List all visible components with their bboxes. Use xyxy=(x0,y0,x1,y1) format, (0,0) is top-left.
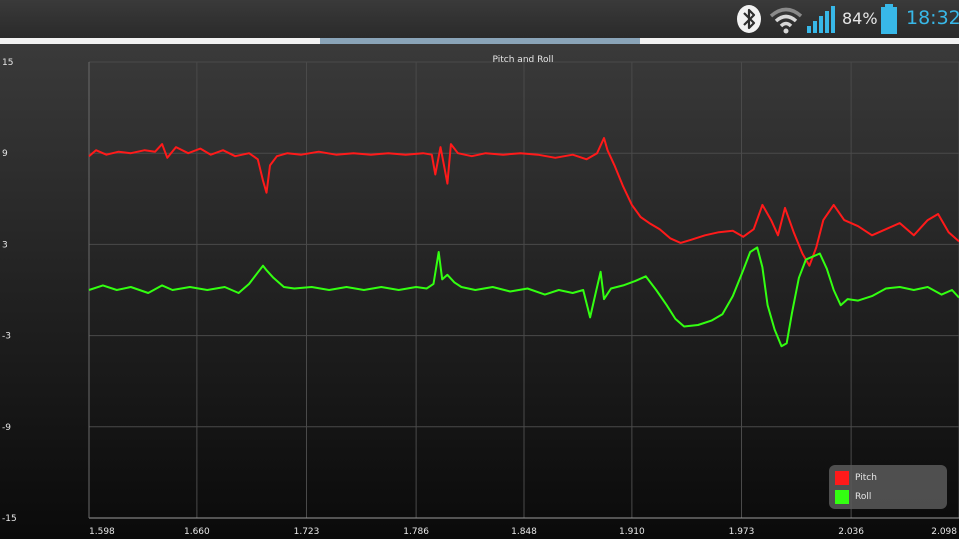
x-tick-label: 1.910 xyxy=(619,527,645,537)
status-bar: 84% 18:32 xyxy=(0,0,959,38)
pitch-roll-chart[interactable]: 1.598 1.660 1.723 1.786 1.848 1.910 1.973 2.036… xyxy=(0,44,959,539)
signal-icon xyxy=(807,6,835,33)
chart-series xyxy=(88,137,959,348)
legend-swatch-roll xyxy=(835,490,849,504)
x-tick-label: 1.973 xyxy=(729,527,755,537)
x-tick-label: 1.786 xyxy=(403,527,429,537)
chart-area: 1.598 1.660 1.723 1.786 1.848 1.910 1.973 2.036… xyxy=(0,44,959,539)
y-tick-label: 15 xyxy=(2,58,13,68)
x-tick-label: 1.598 xyxy=(89,527,115,537)
chart-title: Pitch and Roll xyxy=(493,55,554,65)
x-tick-label: 1.848 xyxy=(511,527,537,537)
scroll-strip xyxy=(0,38,959,44)
wifi-icon xyxy=(769,7,803,34)
y-tick-label: -3 xyxy=(2,332,11,342)
chart-legend: Pitch Roll xyxy=(829,465,947,509)
bluetooth-icon xyxy=(737,5,761,33)
legend-swatch-pitch xyxy=(835,471,849,485)
legend-label-roll: Roll xyxy=(855,492,872,502)
legend-item-roll: Roll xyxy=(835,489,871,505)
x-tick-label: 1.660 xyxy=(184,527,210,537)
clock: 18:32 xyxy=(906,7,959,29)
legend-item-pitch: Pitch xyxy=(835,470,877,486)
series-line-roll xyxy=(88,246,959,348)
y-tick-label: 9 xyxy=(2,149,8,159)
x-tick-label: 2.098 xyxy=(931,527,957,537)
chart-grid xyxy=(88,61,959,519)
y-tick-label: 3 xyxy=(2,240,8,250)
battery-icon xyxy=(881,4,897,34)
chart-ticks: 1.598 1.660 1.723 1.786 1.848 1.910 1.973 2.036… xyxy=(2,58,957,537)
scroll-thumb[interactable] xyxy=(320,38,640,44)
battery-percent: 84% xyxy=(842,9,878,28)
x-tick-label: 2.036 xyxy=(838,527,864,537)
y-tick-label: -9 xyxy=(2,423,11,433)
legend-label-pitch: Pitch xyxy=(855,473,877,483)
x-tick-label: 1.723 xyxy=(294,527,320,537)
y-tick-label: -15 xyxy=(2,514,17,524)
